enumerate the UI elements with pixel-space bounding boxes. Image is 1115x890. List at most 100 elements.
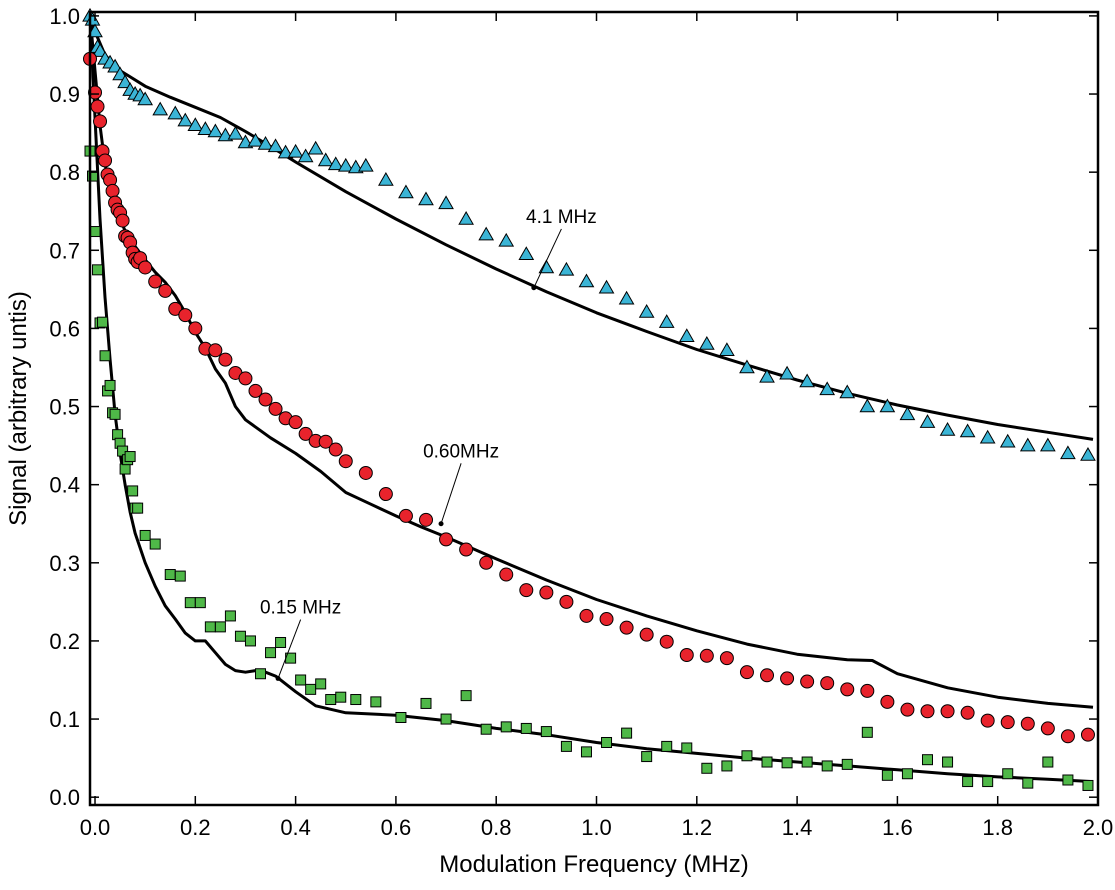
square-point: [480, 723, 492, 735]
circle-point: [288, 415, 303, 430]
triangle-point: [698, 336, 715, 350]
triangle-point: [177, 112, 194, 127]
y-tick-label: 0.6: [49, 316, 80, 341]
square-point: [962, 776, 974, 788]
square-point: [127, 485, 139, 497]
square-point: [119, 463, 131, 475]
annotations: 4.1 MHz 0.60MHz 0.15 MHz: [260, 207, 597, 681]
circle-point: [1080, 727, 1095, 742]
circle-point: [699, 648, 714, 663]
triangle-point: [979, 429, 996, 444]
triangle-point: [899, 406, 916, 421]
circle-point: [659, 634, 674, 649]
square-point: [881, 769, 893, 781]
square-point: [315, 678, 327, 690]
circle-point: [820, 676, 835, 691]
triangle-point: [1060, 445, 1076, 460]
square-point: [370, 696, 382, 708]
square-point: [1042, 756, 1054, 768]
annotation-label: 4.1 MHz: [526, 207, 597, 228]
circle-point: [93, 114, 108, 129]
square-point: [1002, 768, 1014, 780]
triangle-point: [247, 132, 264, 147]
triangle-point: [307, 140, 324, 155]
square-point: [641, 751, 653, 763]
square-point: [87, 170, 99, 182]
square-point: [440, 713, 452, 725]
circle-point: [1060, 729, 1075, 744]
triangle-point: [1039, 437, 1056, 452]
circle-point: [208, 343, 223, 358]
circle-point: [98, 153, 113, 168]
triangle-point: [267, 138, 284, 153]
square-point: [97, 316, 109, 328]
annotation-leader: [277, 619, 302, 679]
x-tick-label: 1.0: [581, 815, 612, 840]
triangle-point: [287, 143, 304, 158]
square-point: [1022, 777, 1034, 789]
circle-point: [780, 671, 795, 686]
triangle-point: [317, 152, 334, 167]
triangle-point: [297, 148, 314, 163]
square-point: [92, 264, 104, 276]
annotation-dot: [531, 285, 537, 291]
square-point: [124, 451, 136, 463]
square-point: [540, 726, 552, 738]
triangle-point: [1080, 446, 1096, 461]
circle-point: [739, 665, 754, 680]
y-tick-label: 0.4: [49, 473, 80, 498]
x-tick-label: 1.4: [782, 815, 813, 840]
square-point: [681, 742, 693, 754]
triangle-point: [959, 423, 976, 438]
square-point: [701, 762, 713, 774]
square-point: [921, 754, 933, 766]
triangle-point: [678, 328, 695, 342]
circle-point: [138, 260, 153, 275]
circle-point: [328, 442, 343, 457]
triangle-point: [327, 156, 344, 171]
triangle-point: [999, 433, 1016, 448]
square-point: [224, 610, 236, 622]
annotation-dot: [275, 675, 281, 681]
circle-point: [105, 183, 120, 198]
triangle-point: [518, 246, 535, 260]
x-tick-label: 0.8: [481, 815, 512, 840]
x-tick-label: 1.6: [882, 815, 913, 840]
fit-curves: [88, 15, 1094, 784]
circle-point: [439, 532, 454, 547]
square-point: [325, 694, 337, 706]
triangle-point: [939, 421, 956, 436]
square-point: [460, 690, 472, 702]
triangle-point: [92, 43, 108, 57]
circle-point: [398, 508, 413, 523]
circle-point: [1020, 716, 1035, 731]
x-tick-label: 0.0: [80, 815, 111, 840]
square-point: [335, 691, 347, 703]
square-point: [580, 746, 592, 758]
y-axis-label: Signal (arbitrary untis): [5, 291, 32, 526]
circle-point: [248, 383, 263, 398]
circle-point: [679, 647, 694, 662]
x-tick-label: 2.0: [1083, 815, 1114, 840]
triangle-point: [152, 101, 169, 116]
square-point: [109, 408, 121, 420]
fit-curve-triangle: [88, 15, 1094, 441]
circle-point: [519, 583, 534, 598]
triangle-point: [558, 261, 575, 276]
square-point: [982, 776, 994, 788]
triangle-point: [478, 226, 495, 241]
circle-point: [719, 651, 734, 666]
square-point: [395, 711, 407, 723]
y-tick-label: 0.8: [49, 160, 80, 185]
y-axis-ticks: 0.0 0.1 0.2 0.3 0.4 0.5 0.6 0.7 0.8 0.9 1.0: [49, 4, 1098, 810]
square-point: [265, 647, 277, 659]
circle-point: [258, 392, 273, 407]
triangle-point: [187, 117, 204, 132]
circle-point: [338, 454, 353, 469]
triangle-point: [638, 304, 655, 318]
triangle-point: [759, 368, 775, 383]
square-point: [244, 635, 256, 647]
triangle-point: [117, 74, 133, 89]
square-point: [174, 570, 186, 582]
